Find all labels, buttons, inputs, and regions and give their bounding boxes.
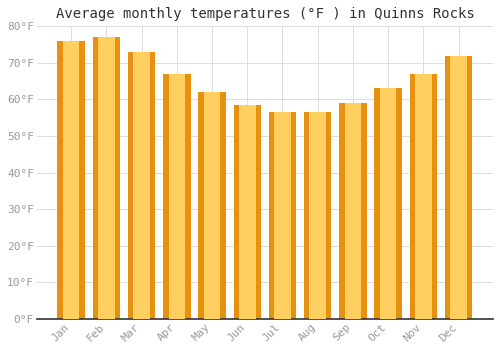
Bar [58,41,85,319]
Bar [374,89,402,319]
Bar [198,92,226,319]
Bar [234,105,261,319]
Bar [380,89,396,319]
Bar [344,103,361,319]
Bar [134,52,150,319]
Bar [274,112,290,319]
Title: Average monthly temperatures (°F ) in Quinns Rocks: Average monthly temperatures (°F ) in Qu… [56,7,474,21]
Bar [239,105,256,319]
Bar [98,37,114,319]
Bar [310,112,326,319]
Bar [410,74,437,319]
Bar [304,112,332,319]
Bar [450,56,467,319]
Bar [445,56,472,319]
Bar [163,74,190,319]
Bar [92,37,120,319]
Bar [168,74,185,319]
Bar [128,52,156,319]
Bar [63,41,80,319]
Bar [415,74,432,319]
Bar [269,112,296,319]
Bar [204,92,220,319]
Bar [339,103,366,319]
